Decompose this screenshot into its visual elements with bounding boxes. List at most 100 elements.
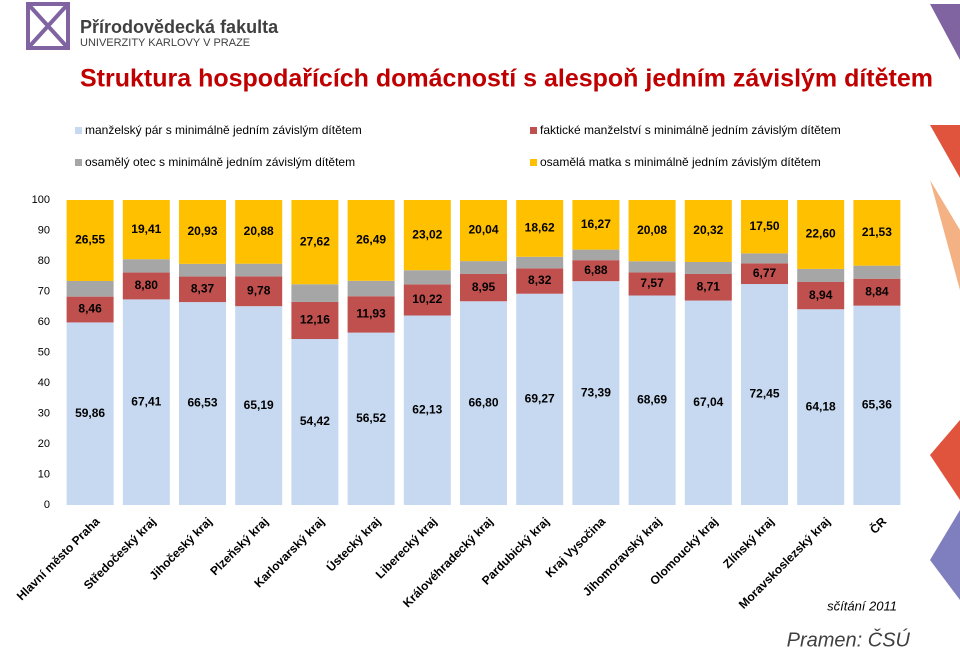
value-label: 26,49 — [356, 233, 386, 247]
bar-segment — [853, 265, 901, 279]
bar-segment — [403, 284, 451, 316]
value-label: 64,18 — [806, 399, 836, 413]
y-tick-label: 50 — [38, 346, 50, 358]
bar-segment — [797, 309, 845, 505]
bar-segment — [741, 284, 788, 505]
value-label: 8,37 — [191, 281, 215, 295]
legend-swatch — [530, 159, 537, 166]
value-label: 66,53 — [187, 396, 217, 410]
value-label: 8,84 — [865, 284, 889, 298]
x-tick-label: Zlínský kraj — [720, 514, 777, 571]
bar-segment — [741, 200, 788, 254]
value-label: 10,22 — [412, 292, 442, 306]
value-label: 67,04 — [693, 395, 723, 409]
bar-segment — [853, 278, 901, 306]
value-label: 20,08 — [637, 223, 667, 237]
bar-segment — [66, 280, 114, 297]
bar-segment — [853, 200, 901, 266]
value-label: 9,78 — [247, 283, 271, 297]
bar-segment — [741, 253, 788, 264]
value-label: 56,52 — [356, 411, 386, 425]
bar-segment — [741, 263, 788, 285]
bar-segment — [460, 200, 507, 262]
bar-segment — [572, 260, 620, 282]
bar-segment — [66, 200, 114, 281]
bar-segment — [853, 305, 901, 505]
faculty: Přírodovědecká fakulta — [80, 17, 279, 37]
bar-segment — [291, 339, 339, 505]
value-label: 62,13 — [412, 402, 442, 416]
legend-swatch — [75, 159, 82, 166]
bar-segment — [347, 280, 395, 297]
bar-segment — [628, 200, 676, 262]
value-label: 27,62 — [300, 234, 330, 248]
value-label: 20,04 — [468, 223, 498, 237]
bar-segment — [179, 276, 226, 303]
y-tick-label: 90 — [38, 224, 50, 236]
bar-segment — [235, 306, 283, 505]
y-tick-label: 60 — [38, 316, 50, 328]
bar-segment — [628, 261, 676, 273]
y-tick-label: 100 — [32, 194, 50, 206]
y-tick-label: 40 — [38, 377, 50, 389]
bar-segment — [628, 272, 676, 296]
bar-segment — [684, 200, 732, 262]
value-label: 66,80 — [468, 395, 498, 409]
value-label: 23,02 — [412, 227, 442, 241]
value-label: 8,32 — [528, 273, 552, 287]
bar-segment — [797, 268, 845, 282]
value-label: 73,39 — [581, 385, 611, 399]
value-label: 67,41 — [131, 394, 161, 408]
x-tick-label: Ústecký kraj — [323, 514, 384, 575]
source: Pramen: ČSÚ — [787, 628, 911, 650]
legend-swatch — [530, 127, 537, 134]
value-label: 22,60 — [806, 227, 836, 241]
value-label: 6,88 — [584, 263, 608, 277]
bar-segment — [797, 200, 845, 269]
bar-segment — [628, 295, 676, 505]
value-label: 8,46 — [78, 302, 102, 316]
value-label: 8,95 — [472, 280, 496, 294]
decoration — [930, 4, 960, 60]
legend-swatch — [75, 127, 82, 134]
y-tick-label: 20 — [38, 438, 50, 450]
bar-segment — [460, 273, 507, 302]
university: UNIVERZITY KARLOVY V PRAZE — [80, 37, 250, 49]
value-label: 18,62 — [525, 221, 555, 235]
bar-segment — [235, 200, 283, 264]
value-label: 20,32 — [693, 223, 723, 237]
bar-segment — [516, 293, 564, 505]
bar-segment — [291, 284, 339, 302]
value-label: 12,16 — [300, 313, 330, 327]
legend-label: manželský pár s minimálně jedním závislý… — [85, 123, 362, 137]
value-label: 7,57 — [640, 276, 664, 290]
bar-segment — [291, 200, 339, 285]
bar-segment — [66, 296, 114, 323]
value-label: 8,94 — [809, 288, 833, 302]
bar-segment — [684, 273, 732, 301]
value-label: 20,88 — [244, 224, 274, 238]
bar-segment — [235, 276, 283, 307]
legend-label: osamělá matka s minimálně jedním závislý… — [540, 155, 821, 169]
value-label: 11,93 — [356, 307, 386, 321]
x-tick-label: Plzeňský kraj — [207, 514, 271, 578]
value-label: 19,41 — [131, 222, 161, 236]
bar-segment — [797, 281, 845, 310]
value-label: 8,80 — [135, 278, 159, 292]
logo — [26, 2, 70, 50]
x-tick-label: Moravskoslezský kraj — [736, 514, 833, 611]
value-label: 72,45 — [749, 387, 779, 401]
bar-segment — [403, 315, 451, 505]
bar-segment — [179, 263, 226, 277]
value-label: 20,93 — [187, 224, 217, 238]
note: sčítání 2011 — [827, 598, 897, 613]
value-label: 21,53 — [862, 225, 892, 239]
y-tick-label: 10 — [38, 468, 50, 480]
value-label: 54,42 — [300, 414, 330, 428]
value-label: 65,36 — [862, 397, 892, 411]
value-label: 16,27 — [581, 217, 611, 231]
decoration — [930, 420, 960, 500]
bar-segment — [347, 200, 395, 281]
bar-segment — [291, 301, 339, 340]
bar-segment — [516, 200, 564, 257]
